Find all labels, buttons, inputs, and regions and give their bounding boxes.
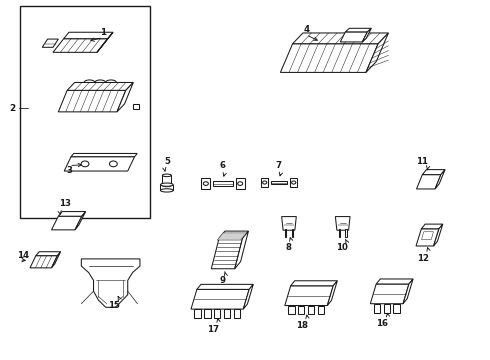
- Bar: [224, 309, 230, 318]
- Text: 7: 7: [275, 161, 282, 170]
- Polygon shape: [64, 32, 113, 39]
- Bar: [393, 304, 400, 313]
- Polygon shape: [335, 217, 350, 230]
- Bar: [339, 229, 340, 237]
- Polygon shape: [58, 212, 86, 216]
- Polygon shape: [217, 233, 246, 240]
- Polygon shape: [67, 82, 133, 90]
- Circle shape: [263, 181, 267, 184]
- Polygon shape: [244, 284, 253, 309]
- Text: 3: 3: [67, 166, 73, 175]
- Text: 1: 1: [100, 28, 106, 37]
- Bar: [345, 229, 347, 237]
- Bar: [288, 306, 294, 315]
- Polygon shape: [51, 216, 82, 230]
- Polygon shape: [64, 157, 135, 171]
- Bar: [214, 309, 220, 318]
- Bar: [160, 185, 173, 190]
- Bar: [236, 179, 245, 189]
- Polygon shape: [403, 279, 413, 304]
- Bar: [374, 304, 380, 313]
- Text: 14: 14: [17, 251, 29, 260]
- Polygon shape: [81, 259, 140, 307]
- Polygon shape: [340, 32, 368, 42]
- Polygon shape: [75, 212, 86, 230]
- Circle shape: [109, 161, 117, 167]
- Polygon shape: [219, 231, 248, 238]
- Ellipse shape: [162, 174, 171, 177]
- Polygon shape: [421, 224, 443, 229]
- Bar: [214, 181, 233, 186]
- Polygon shape: [366, 33, 389, 72]
- Polygon shape: [235, 231, 248, 269]
- Polygon shape: [71, 153, 137, 157]
- Polygon shape: [36, 252, 61, 256]
- Bar: [384, 304, 390, 313]
- Polygon shape: [197, 284, 253, 289]
- Text: 12: 12: [417, 253, 429, 262]
- Polygon shape: [370, 284, 409, 304]
- Polygon shape: [327, 281, 337, 306]
- Bar: [285, 229, 286, 237]
- Bar: [271, 180, 287, 184]
- Polygon shape: [117, 82, 133, 112]
- Bar: [234, 309, 240, 318]
- Bar: [308, 306, 314, 315]
- Bar: [20, 6, 150, 218]
- Text: 15: 15: [108, 301, 121, 310]
- Text: 2: 2: [9, 104, 16, 113]
- Polygon shape: [345, 28, 371, 32]
- Bar: [292, 229, 293, 237]
- Bar: [261, 178, 269, 187]
- Polygon shape: [362, 28, 371, 42]
- Polygon shape: [53, 39, 108, 52]
- Polygon shape: [422, 170, 445, 175]
- Text: 6: 6: [220, 161, 225, 170]
- Ellipse shape: [160, 189, 173, 192]
- Polygon shape: [285, 286, 333, 306]
- Text: 17: 17: [207, 324, 219, 333]
- Bar: [318, 306, 324, 315]
- Bar: [195, 309, 201, 318]
- Circle shape: [203, 182, 208, 185]
- Polygon shape: [435, 170, 445, 189]
- Polygon shape: [30, 256, 57, 268]
- Bar: [204, 309, 211, 318]
- Bar: [162, 175, 171, 185]
- Polygon shape: [280, 44, 378, 72]
- Text: 10: 10: [336, 243, 347, 252]
- Polygon shape: [293, 33, 389, 44]
- Circle shape: [238, 182, 243, 185]
- Polygon shape: [42, 39, 58, 47]
- Ellipse shape: [160, 183, 173, 186]
- Polygon shape: [434, 224, 443, 246]
- Bar: [290, 178, 297, 187]
- Ellipse shape: [162, 184, 171, 187]
- Polygon shape: [282, 217, 296, 230]
- Text: 4: 4: [304, 24, 310, 33]
- Circle shape: [81, 161, 89, 167]
- Polygon shape: [416, 175, 441, 189]
- Bar: [298, 306, 304, 315]
- Text: 9: 9: [220, 276, 226, 285]
- Bar: [133, 104, 139, 109]
- Polygon shape: [291, 281, 337, 286]
- Polygon shape: [211, 238, 243, 269]
- Polygon shape: [421, 232, 434, 239]
- Bar: [201, 179, 210, 189]
- Polygon shape: [191, 289, 249, 309]
- Text: 18: 18: [296, 321, 308, 330]
- Polygon shape: [97, 32, 113, 52]
- Circle shape: [292, 181, 296, 184]
- Polygon shape: [416, 229, 439, 246]
- Polygon shape: [58, 90, 126, 112]
- Text: 11: 11: [416, 157, 428, 166]
- Polygon shape: [51, 252, 61, 268]
- Polygon shape: [376, 279, 413, 284]
- Text: 8: 8: [286, 243, 292, 252]
- Text: 13: 13: [59, 199, 71, 208]
- Text: 5: 5: [164, 157, 170, 166]
- Text: 16: 16: [376, 319, 389, 328]
